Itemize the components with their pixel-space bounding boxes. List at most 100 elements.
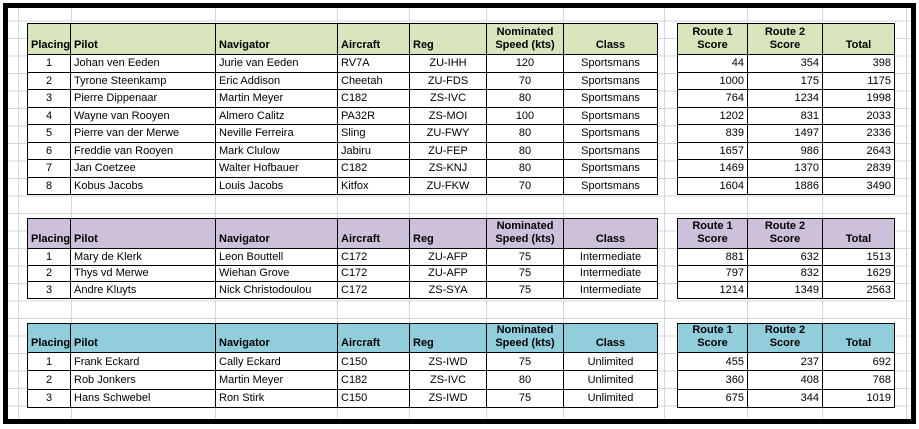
cell-pilot[interactable]: Johan ven Eeden <box>70 54 216 73</box>
column-header-r2[interactable]: Route 2 Score <box>747 23 823 55</box>
column-header-pilot[interactable]: Pilot <box>70 323 216 353</box>
column-header-r2[interactable]: Route 2 Score <box>747 323 823 353</box>
cell-r2[interactable]: 344 <box>747 388 823 408</box>
column-header-class[interactable]: Class <box>563 218 658 249</box>
cell-pilot[interactable]: Kobus Jacobs <box>70 176 216 195</box>
cell-speed[interactable]: 80 <box>486 141 564 160</box>
cell-class[interactable]: Unlimited <box>563 370 658 390</box>
cell-reg[interactable]: ZU-IHH <box>409 54 487 73</box>
cell-aircraft[interactable]: C182 <box>337 89 410 108</box>
cell-navigator[interactable]: Walter Hofbauer <box>215 159 338 178</box>
cell-pilot[interactable]: Frank Eckard <box>70 351 216 372</box>
cell-reg[interactable]: ZS-SYA <box>409 281 487 299</box>
cell-speed[interactable]: 80 <box>486 159 564 178</box>
cell-placing[interactable]: 2 <box>27 264 71 283</box>
cell-speed[interactable]: 80 <box>486 124 564 143</box>
cell-navigator[interactable]: Nick Christodoulou <box>215 281 338 299</box>
cell-r2[interactable]: 1886 <box>747 176 823 195</box>
cell-placing[interactable]: 4 <box>27 106 71 125</box>
cell-class[interactable]: Sportsmans <box>563 159 658 178</box>
cell-r2[interactable]: 1349 <box>747 281 823 299</box>
column-header-placing[interactable]: Placing <box>27 323 71 353</box>
cell-r2[interactable]: 237 <box>747 351 823 372</box>
cell-r2[interactable]: 1234 <box>747 89 823 108</box>
column-header-placing[interactable]: Placing <box>27 218 71 249</box>
cell-r2[interactable]: 832 <box>747 264 823 283</box>
cell-reg[interactable]: ZU-FDS <box>409 71 487 90</box>
cell-aircraft[interactable]: C172 <box>337 264 410 283</box>
cell-pilot[interactable]: Mary de Klerk <box>70 248 216 266</box>
cell-pilot[interactable]: Hans Schwebel <box>70 388 216 408</box>
cell-class[interactable]: Intermediate <box>563 281 658 299</box>
cell-r1[interactable]: 839 <box>677 124 748 143</box>
cell-total[interactable]: 3490 <box>822 176 895 195</box>
cell-speed[interactable]: 70 <box>486 71 564 90</box>
cell-placing[interactable]: 3 <box>27 281 71 299</box>
cell-navigator[interactable]: Mark Clulow <box>215 141 338 160</box>
cell-pilot[interactable]: Andre Kluyts <box>70 281 216 299</box>
cell-placing[interactable]: 8 <box>27 176 71 195</box>
cell-total[interactable]: 1019 <box>822 388 895 408</box>
cell-speed[interactable]: 80 <box>486 89 564 108</box>
cell-r1[interactable]: 455 <box>677 351 748 372</box>
column-header-placing[interactable]: Placing <box>27 23 71 55</box>
cell-r1[interactable]: 1604 <box>677 176 748 195</box>
cell-placing[interactable]: 1 <box>27 248 71 266</box>
cell-navigator[interactable]: Martin Meyer <box>215 370 338 390</box>
cell-aircraft[interactable]: C172 <box>337 248 410 266</box>
column-header-reg[interactable]: Reg <box>409 23 487 55</box>
column-header-aircraft[interactable]: Aircraft <box>337 23 410 55</box>
cell-r2[interactable]: 1497 <box>747 124 823 143</box>
cell-total[interactable]: 2839 <box>822 159 895 178</box>
cell-aircraft[interactable]: Sling <box>337 124 410 143</box>
cell-reg[interactable]: ZS-IWD <box>409 388 487 408</box>
column-header-speed[interactable]: Nominated Speed (kts) <box>486 218 564 249</box>
cell-aircraft[interactable]: RV7A <box>337 54 410 73</box>
cell-navigator[interactable]: Cally Eckard <box>215 351 338 372</box>
cell-speed[interactable]: 70 <box>486 176 564 195</box>
cell-class[interactable]: Unlimited <box>563 388 658 408</box>
column-header-r2[interactable]: Route 2 Score <box>747 218 823 249</box>
cell-pilot[interactable]: Pierre Dippenaar <box>70 89 216 108</box>
column-header-r1[interactable]: Route 1 Score <box>677 218 748 249</box>
cell-class[interactable]: Sportsmans <box>563 176 658 195</box>
cell-aircraft[interactable]: C182 <box>337 370 410 390</box>
cell-speed[interactable]: 75 <box>486 281 564 299</box>
cell-aircraft[interactable]: C150 <box>337 388 410 408</box>
cell-reg[interactable]: ZS-IWD <box>409 351 487 372</box>
cell-r2[interactable]: 1370 <box>747 159 823 178</box>
cell-class[interactable]: Sportsmans <box>563 106 658 125</box>
column-header-navigator[interactable]: Navigator <box>215 323 338 353</box>
cell-total[interactable]: 692 <box>822 351 895 372</box>
cell-r1[interactable]: 797 <box>677 264 748 283</box>
cell-speed[interactable]: 100 <box>486 106 564 125</box>
cell-placing[interactable]: 1 <box>27 54 71 73</box>
cell-placing[interactable]: 6 <box>27 141 71 160</box>
cell-pilot[interactable]: Pierre van der Merwe <box>70 124 216 143</box>
cell-placing[interactable]: 5 <box>27 124 71 143</box>
cell-navigator[interactable]: Louis Jacobs <box>215 176 338 195</box>
cell-class[interactable]: Sportsmans <box>563 124 658 143</box>
cell-r2[interactable]: 986 <box>747 141 823 160</box>
cell-placing[interactable]: 2 <box>27 71 71 90</box>
cell-aircraft[interactable]: C182 <box>337 159 410 178</box>
cell-aircraft[interactable]: Kitfox <box>337 176 410 195</box>
cell-class[interactable]: Sportsmans <box>563 54 658 73</box>
column-header-total[interactable]: Total <box>822 23 895 55</box>
cell-r2[interactable]: 175 <box>747 71 823 90</box>
cell-total[interactable]: 768 <box>822 370 895 390</box>
column-header-navigator[interactable]: Navigator <box>215 218 338 249</box>
column-header-total[interactable]: Total <box>822 323 895 353</box>
column-header-reg[interactable]: Reg <box>409 218 487 249</box>
cell-navigator[interactable]: Jurie van Eeden <box>215 54 338 73</box>
cell-pilot[interactable]: Freddie van Rooyen <box>70 141 216 160</box>
cell-navigator[interactable]: Eric Addison <box>215 71 338 90</box>
column-header-r1[interactable]: Route 1 Score <box>677 23 748 55</box>
cell-r1[interactable]: 1214 <box>677 281 748 299</box>
cell-reg[interactable]: ZU-FWY <box>409 124 487 143</box>
cell-pilot[interactable]: Jan Coetzee <box>70 159 216 178</box>
cell-reg[interactable]: ZU-FEP <box>409 141 487 160</box>
cell-total[interactable]: 1175 <box>822 71 895 90</box>
column-header-r1[interactable]: Route 1 Score <box>677 323 748 353</box>
cell-total[interactable]: 1629 <box>822 264 895 283</box>
